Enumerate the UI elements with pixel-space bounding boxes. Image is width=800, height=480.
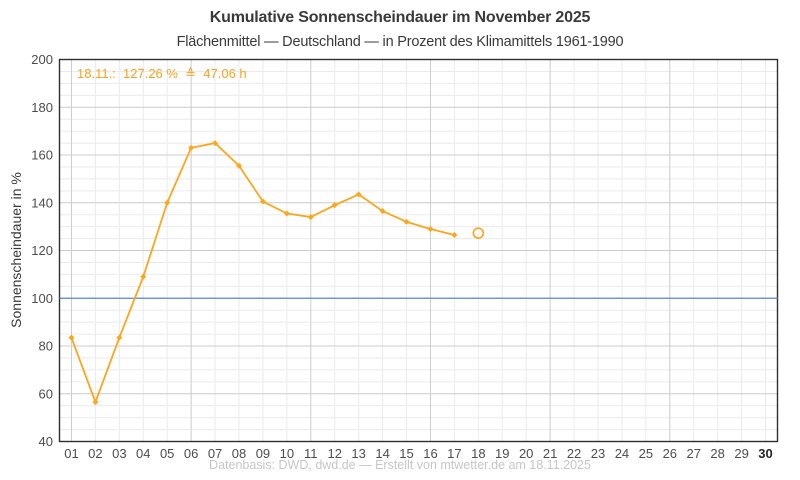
tick-label: 23 xyxy=(591,446,605,461)
tick-label: 20 xyxy=(519,446,533,461)
data-point-marker xyxy=(451,231,458,238)
data-point-marker xyxy=(403,218,410,225)
tick-label: 25 xyxy=(639,446,653,461)
plot-border xyxy=(58,58,779,443)
tick-label: 60 xyxy=(39,386,53,401)
tick-label: 200 xyxy=(31,52,53,67)
data-point-marker xyxy=(92,399,99,406)
data-point-marker xyxy=(116,334,123,341)
data-point-marker xyxy=(283,210,290,217)
tick-label: 12 xyxy=(327,446,341,461)
data-point-marker xyxy=(212,140,219,147)
data-point-marker xyxy=(331,202,338,209)
series-markers xyxy=(68,140,458,406)
tick-label: 05 xyxy=(160,446,174,461)
current-value-annotation: 18.11.: 127.26 % ≙ 47.06 h xyxy=(77,66,247,81)
tick-label: 28 xyxy=(710,446,724,461)
tick-label: 06 xyxy=(184,446,198,461)
tick-label: 10 xyxy=(280,446,294,461)
latest-value-open-circle xyxy=(472,227,485,239)
tick-label: 180 xyxy=(31,100,53,115)
data-point-marker xyxy=(140,273,147,280)
tick-label: 18 xyxy=(471,446,485,461)
tick-label: 07 xyxy=(208,446,222,461)
chart-title: Kumulative Sonnenscheindauer im November… xyxy=(209,9,591,26)
tick-label: 29 xyxy=(734,446,748,461)
tick-label: 16 xyxy=(423,446,437,461)
data-point-marker xyxy=(68,334,75,341)
tick-label: 13 xyxy=(351,446,365,461)
tick-label: 02 xyxy=(88,446,102,461)
tick-label: 140 xyxy=(31,195,53,210)
tick-label: 19 xyxy=(495,446,509,461)
data-point-marker xyxy=(236,162,242,169)
tick-label: 26 xyxy=(663,446,677,461)
tick-label: 24 xyxy=(615,446,629,461)
tick-label: 03 xyxy=(112,446,126,461)
tick-label: 04 xyxy=(136,446,150,461)
tick-label: 80 xyxy=(39,339,53,354)
tick-label: 40 xyxy=(39,434,53,449)
tick-label: 22 xyxy=(567,446,581,461)
tick-label: 09 xyxy=(256,446,270,461)
x-axis-tick-labels: 01 02 03 04 05 06 07 08 09 10 11 12 13 14 15 16 17 18 19 20… xyxy=(64,446,773,461)
tick-label: 120 xyxy=(31,243,53,258)
tick-label: 30 xyxy=(758,446,772,461)
tick-label: 17 xyxy=(447,446,461,461)
tick-label: 11 xyxy=(304,446,318,461)
tick-label: 15 xyxy=(399,446,413,461)
tick-label: 21 xyxy=(543,446,557,461)
data-point-marker xyxy=(307,214,314,221)
data-point-marker xyxy=(259,198,266,205)
data-point-marker xyxy=(379,208,386,215)
tick-label: 08 xyxy=(232,446,246,461)
data-point-marker xyxy=(188,144,195,151)
data-source-footer: Datenbasis: DWD, dwd.de — Erstellt von m… xyxy=(209,458,591,472)
data-point-marker xyxy=(355,191,362,198)
tick-label: 14 xyxy=(375,446,389,461)
chart-subtitle: Flächenmittel — Deutschland — in Prozent… xyxy=(176,34,624,50)
tick-label: 27 xyxy=(686,446,700,461)
y-axis-tick-labels: 40 60 80 100 120 140 160 180 200 xyxy=(31,52,53,449)
data-point-marker xyxy=(427,226,434,233)
tick-label: 100 xyxy=(31,291,53,306)
tick-label: 01 xyxy=(64,446,78,461)
data-point-marker xyxy=(164,199,171,206)
tick-label: 160 xyxy=(31,148,53,163)
